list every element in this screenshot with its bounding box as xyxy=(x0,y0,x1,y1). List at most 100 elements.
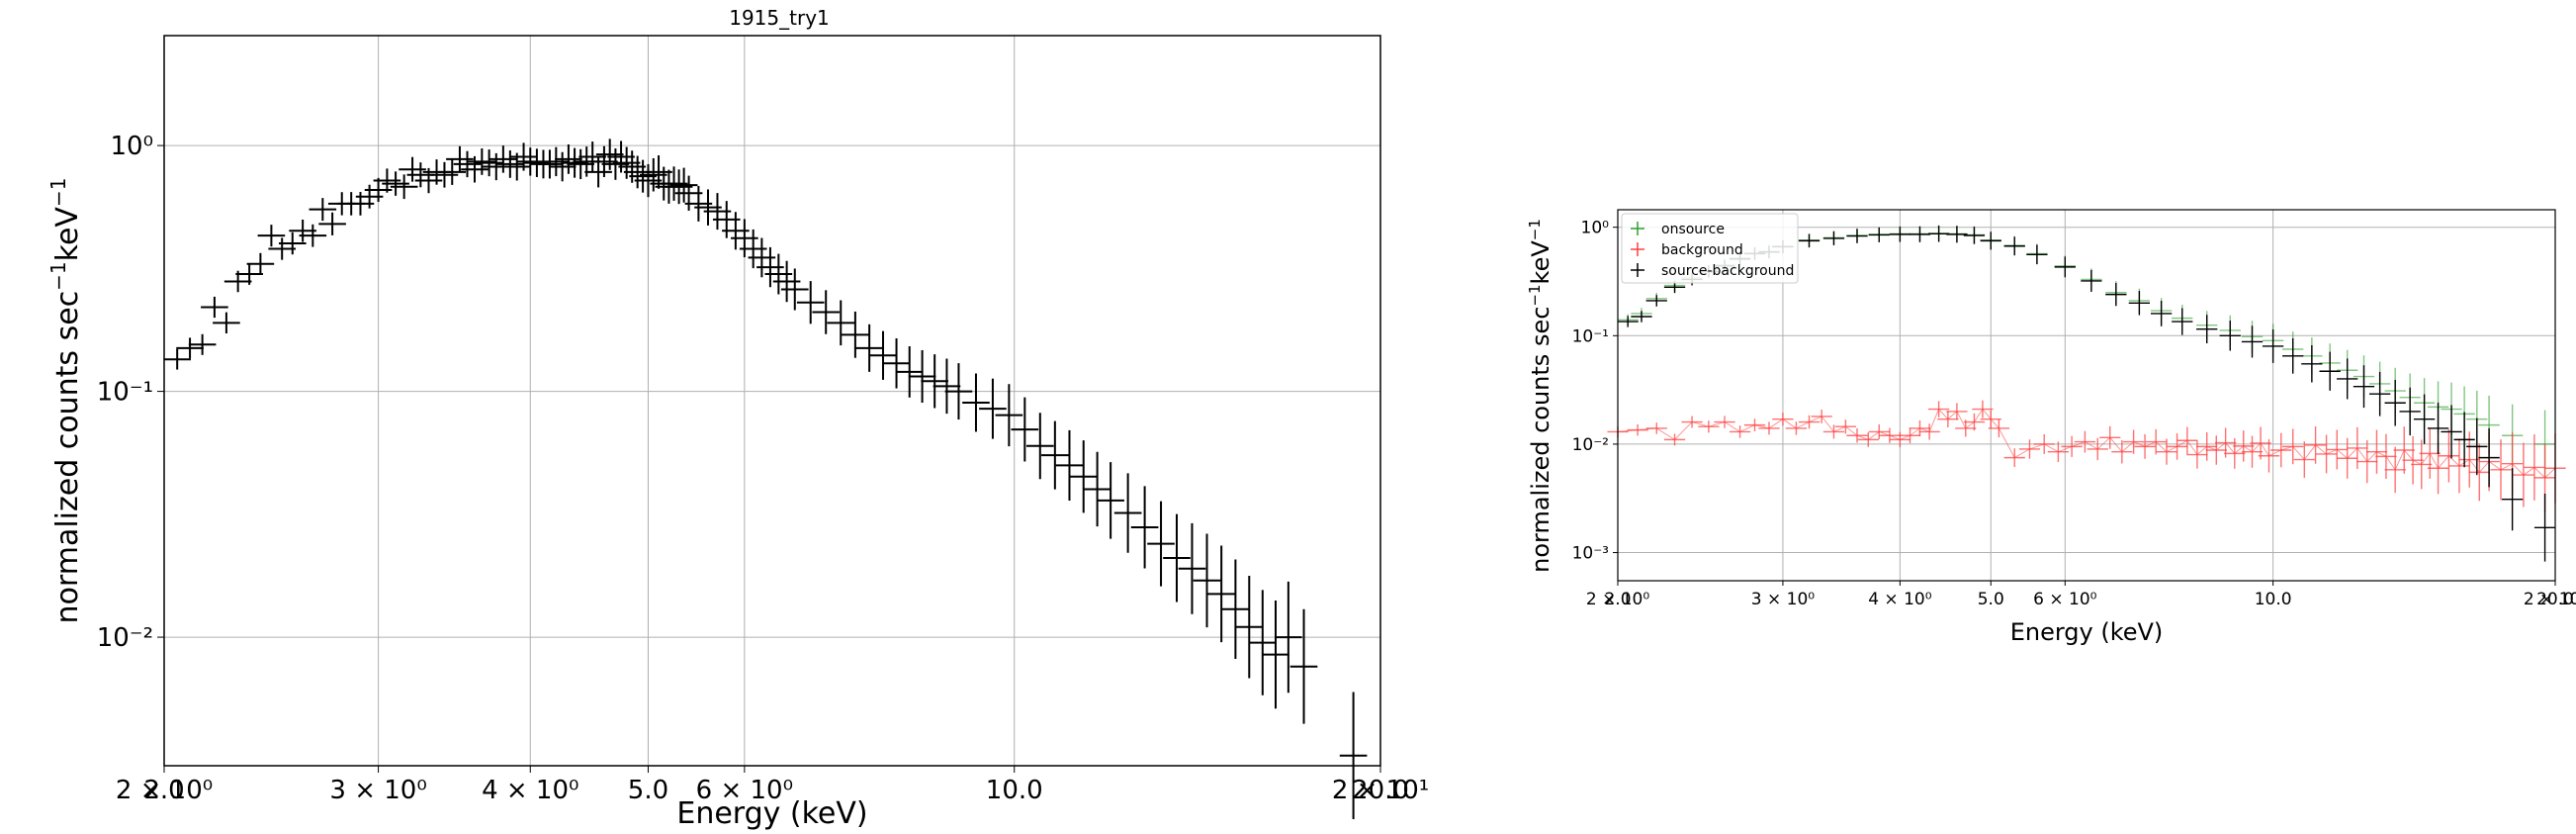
x-tick-label: 2 × 10⁰ xyxy=(1586,590,1649,609)
x-tick-label: 2 × 10¹ xyxy=(2524,590,2576,609)
x-ticks: 2.02 × 10⁰ 3 × 10⁰ 4 × 10⁰ 5.0 6 × 10⁰ 10.0 20… xyxy=(116,766,1429,805)
x-tick-label: 2.0 xyxy=(1604,590,1631,609)
data-point xyxy=(796,281,825,324)
data-point xyxy=(2501,468,2524,531)
data-point xyxy=(2369,371,2391,417)
data-point xyxy=(1909,226,1931,242)
data-point xyxy=(1868,227,1890,242)
data-point xyxy=(461,155,489,183)
data-point xyxy=(390,174,418,200)
data-point xyxy=(979,378,1007,439)
x-axis-label: Energy (keV) xyxy=(2010,618,2164,646)
x-tick-label: 2 × 10⁰ xyxy=(116,776,213,805)
data-point xyxy=(1339,692,1368,819)
data-point xyxy=(629,159,657,193)
data-point xyxy=(1025,413,1054,480)
data-point xyxy=(567,148,594,180)
data-point xyxy=(2466,417,2488,476)
data-point xyxy=(921,354,948,409)
data-point xyxy=(1846,229,1868,243)
data-point xyxy=(1798,233,1821,248)
data-point xyxy=(639,157,667,192)
data-point xyxy=(1221,559,1250,660)
data-point xyxy=(812,290,841,334)
data-point xyxy=(882,338,911,389)
y-tick-label: 10⁻¹ xyxy=(97,378,153,408)
data-point xyxy=(318,212,346,235)
legend-entry: background xyxy=(1631,242,1743,258)
data-point xyxy=(764,253,793,295)
data-point xyxy=(542,146,571,177)
legend-entry: source-background xyxy=(1631,263,1794,279)
data-point xyxy=(2384,379,2406,426)
data-point xyxy=(1193,533,1221,628)
data-point xyxy=(536,149,564,179)
data-point xyxy=(509,142,538,171)
data-point xyxy=(944,363,973,420)
legend-box xyxy=(1621,213,1799,284)
data-point xyxy=(595,139,624,170)
x-tick-label: 2.0 xyxy=(143,776,184,805)
data-point xyxy=(1207,545,1235,643)
x-axis-label: Energy (keV) xyxy=(676,796,867,831)
data-point xyxy=(201,296,228,319)
data-point xyxy=(2196,315,2218,344)
x-tick-label: 5.0 xyxy=(628,776,668,805)
legend-label: onsource xyxy=(1661,222,1725,237)
y-tick-label: 10⁻¹ xyxy=(1572,326,1609,346)
y-ticks: 10⁰ 10⁻¹ 10⁻² xyxy=(97,132,164,653)
data-point xyxy=(430,161,459,188)
y-axis-label: normalized counts sec−1keV−1 xyxy=(46,178,85,624)
data-point xyxy=(842,311,869,358)
x-tick-label: 20.0 xyxy=(1352,776,1409,805)
data-point xyxy=(1097,462,1124,539)
left-spectrum-chart: 1915_try1 2.02 × 10⁰ 3 × 10⁰ 4 × 10⁰ 5.0 6 ×… xyxy=(46,6,1429,831)
data-points xyxy=(163,139,1368,819)
data-point xyxy=(188,333,217,355)
data-point xyxy=(468,147,496,175)
x-ticks: 2.02 × 10⁰ 3 × 10⁰ 4 × 10⁰ 5.0 6 × 10⁰ 10.0 20… xyxy=(1586,581,2576,609)
data-point xyxy=(908,349,936,404)
data-point xyxy=(590,145,618,178)
data-point xyxy=(1083,451,1111,527)
y-tick-label: 10⁻² xyxy=(1572,435,1609,455)
data-point xyxy=(2081,269,2102,292)
x-tick-label: 3 × 10⁰ xyxy=(1751,590,1815,609)
data-point xyxy=(995,384,1023,447)
right-spectrum-chart: 2.02 × 10⁰ 3 × 10⁰ 4 × 10⁰ 5.0 6 × 10⁰ 10.0 20… xyxy=(1526,209,2576,646)
data-point xyxy=(1889,227,1911,242)
y-tick-label: 10⁰ xyxy=(110,132,153,161)
data-point xyxy=(2399,387,2421,436)
data-point xyxy=(2262,328,2284,363)
data-point xyxy=(1113,473,1142,553)
data-point xyxy=(1235,576,1264,679)
data-point xyxy=(2478,427,2500,488)
series-data xyxy=(163,139,1368,819)
series-source-background xyxy=(1617,226,2556,562)
x-tick-label: 4 × 10⁰ xyxy=(482,776,578,805)
data-point xyxy=(438,158,467,185)
data-point xyxy=(2105,282,2127,307)
x-tick-label: 2 × 10¹ xyxy=(1332,776,1429,805)
x-tick-label: 5.0 xyxy=(1978,590,2004,609)
data-point xyxy=(2353,365,2375,409)
data-points xyxy=(1607,225,2566,562)
legend: onsource background source-background xyxy=(1621,213,1799,284)
data-point xyxy=(561,147,588,178)
data-point xyxy=(1069,440,1098,513)
data-point xyxy=(1130,486,1159,569)
data-point xyxy=(2413,394,2436,444)
data-point xyxy=(406,162,435,188)
data-point xyxy=(855,324,883,372)
chart-title: 1915_try1 xyxy=(729,6,830,30)
data-point xyxy=(2533,493,2556,562)
data-point xyxy=(2172,308,2193,335)
legend-label: source-background xyxy=(1661,263,1794,279)
data-point xyxy=(2128,291,2151,316)
y-tick-label: 10⁻³ xyxy=(1572,544,1609,564)
data-point xyxy=(1249,590,1277,695)
series-background xyxy=(1607,400,2566,512)
data-point xyxy=(1147,501,1175,587)
data-point xyxy=(1631,311,1652,323)
data-point xyxy=(523,148,551,177)
